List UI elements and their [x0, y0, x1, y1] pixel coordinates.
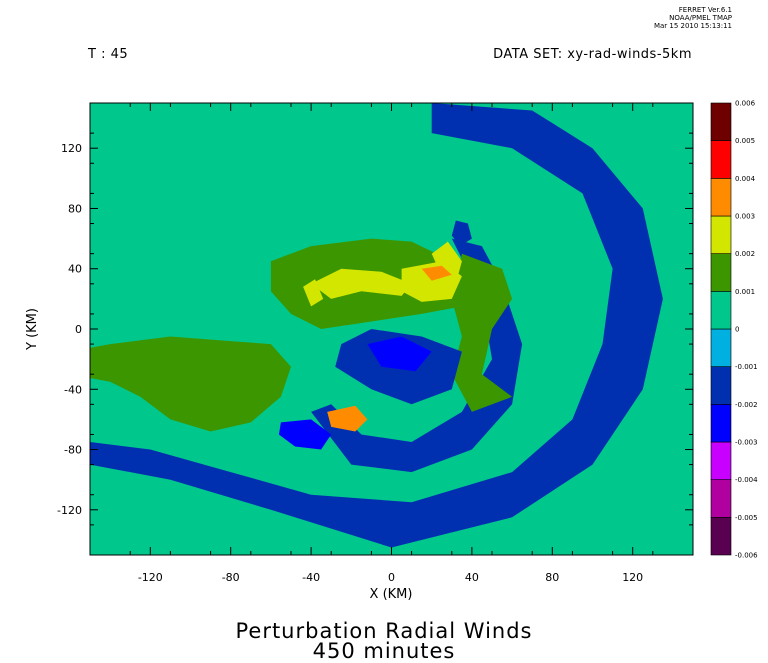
contour-region — [367, 336, 432, 372]
colorbar-label: 0.005 — [735, 137, 755, 145]
dataset-label: DATA SET: xy-rad-winds-5km — [493, 47, 692, 62]
colorbar-label: -0.001 — [735, 363, 758, 371]
y-tick-label: -80 — [64, 444, 82, 457]
contour-region — [311, 238, 523, 473]
colorbar-swatch — [710, 102, 732, 141]
stamp-line-3: Mar 15 2010 15:13:11 — [653, 22, 732, 30]
colorbar-label: 0.006 — [735, 100, 756, 108]
stamp-line-1: FERRET Ver.6.1 — [678, 6, 732, 14]
y-axis-label: Y (KM) — [25, 308, 40, 351]
colorbar-swatch — [710, 140, 732, 179]
colorbar-label: 0.004 — [735, 175, 756, 183]
contour-region — [451, 253, 513, 412]
contour-region — [327, 405, 368, 432]
x-tick-label: 40 — [465, 571, 479, 584]
colorbar-swatch — [710, 441, 732, 480]
x-tick-label: -120 — [138, 571, 163, 584]
colorbar-label: -0.003 — [735, 439, 758, 447]
colorbar-swatch — [710, 479, 732, 518]
colorbar: -0.006 -0.005 -0.004 -0.003 -0.002 -0.001 0 0.0… — [710, 100, 758, 560]
x-tick-label: -40 — [302, 571, 320, 584]
contour-region — [303, 279, 324, 307]
y-tick-label: -40 — [64, 383, 82, 396]
colorbar-label: -0.002 — [735, 401, 758, 409]
contour-region — [90, 336, 291, 432]
colorbar-swatch — [710, 328, 732, 367]
software-stamp: FERRET Ver.6.1 NOAA/PMEL TMAP Mar 15 201… — [654, 6, 732, 30]
colorbar-label: -0.005 — [735, 514, 758, 522]
contour-region — [431, 241, 462, 284]
x-tick-label: -80 — [222, 571, 240, 584]
contour-region — [451, 220, 472, 247]
colorbar-swatch — [710, 253, 732, 292]
colorbar-label: 0.001 — [735, 288, 755, 296]
colorbar-label: 0.002 — [735, 250, 755, 258]
colorbar-label: 0.003 — [735, 213, 755, 221]
y-tick-label: 40 — [68, 263, 82, 276]
x-tick-label: 0 — [388, 571, 395, 584]
y-tick-label: 80 — [68, 202, 82, 215]
colorbar-label: -0.006 — [735, 552, 758, 560]
colorbar-swatch — [710, 517, 732, 556]
x-tick-label: 80 — [545, 571, 559, 584]
stamp-line-2: NOAA/PMEL TMAP — [669, 14, 732, 22]
x-tick-label: 120 — [622, 571, 643, 584]
y-tick-label: -120 — [57, 504, 82, 517]
colorbar-swatch — [710, 178, 732, 217]
contour-region — [311, 268, 412, 299]
colorbar-swatch — [710, 215, 732, 254]
field-layer — [90, 103, 693, 555]
colorbar-swatch — [710, 366, 732, 405]
colorbar-label: -0.004 — [735, 476, 758, 484]
colorbar-label: 0 — [735, 326, 739, 334]
y-tick-label: 120 — [61, 142, 82, 155]
time-label: T : 45 — [88, 47, 129, 62]
colorbar-swatch — [710, 404, 732, 443]
colorbar-swatch — [710, 291, 732, 330]
y-tick-label: 0 — [75, 323, 82, 336]
contour-region — [421, 265, 452, 281]
contour-region — [278, 419, 332, 450]
axes-layer: -120 -80 -40 0 40 80 120 -120 -80 -40 0 40 80 120 — [57, 103, 693, 584]
chart-title: Perturbation Radial Winds — [235, 619, 533, 643]
chart-subtitle: 450 minutes — [312, 639, 456, 663]
x-axis-label: X (KM) — [370, 587, 413, 602]
